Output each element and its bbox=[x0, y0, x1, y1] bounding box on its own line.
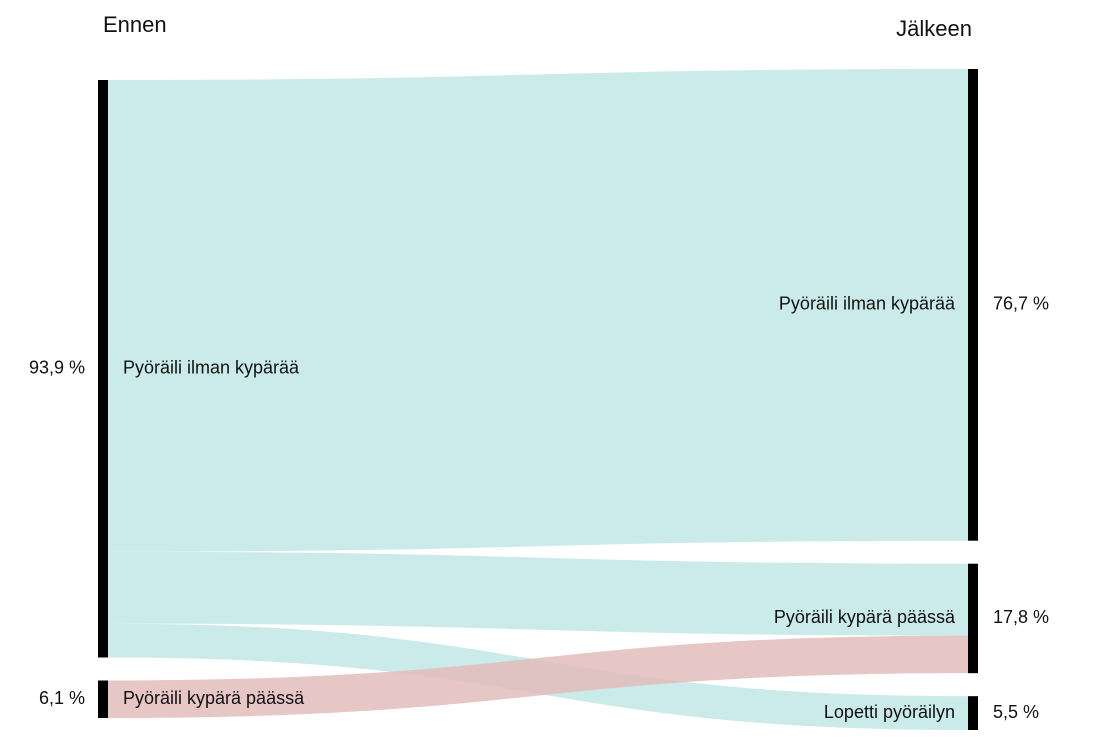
node bbox=[968, 69, 978, 541]
node-label: Pyöräili kypärä päässä bbox=[774, 607, 956, 627]
node bbox=[98, 80, 108, 658]
flow bbox=[108, 635, 968, 718]
node-label: Pyöräili kypärä päässä bbox=[123, 688, 305, 708]
column-title: Ennen bbox=[103, 12, 167, 37]
node-label: Pyöräili ilman kypärää bbox=[779, 294, 956, 314]
value-label: 93,9 % bbox=[29, 357, 85, 377]
flow bbox=[108, 551, 968, 636]
value-label: 17,8 % bbox=[993, 607, 1049, 627]
value-label: 76,7 % bbox=[993, 294, 1049, 314]
node bbox=[98, 680, 108, 718]
node bbox=[968, 696, 978, 730]
node bbox=[968, 563, 978, 674]
column-title: Jälkeen bbox=[896, 16, 972, 41]
value-label: 6,1 % bbox=[39, 688, 85, 708]
value-label: 5,5 % bbox=[993, 702, 1039, 722]
node-label: Lopetti pyöräilyn bbox=[824, 702, 955, 722]
flow bbox=[108, 69, 968, 552]
node-label: Pyöräili ilman kypärää bbox=[123, 357, 300, 377]
